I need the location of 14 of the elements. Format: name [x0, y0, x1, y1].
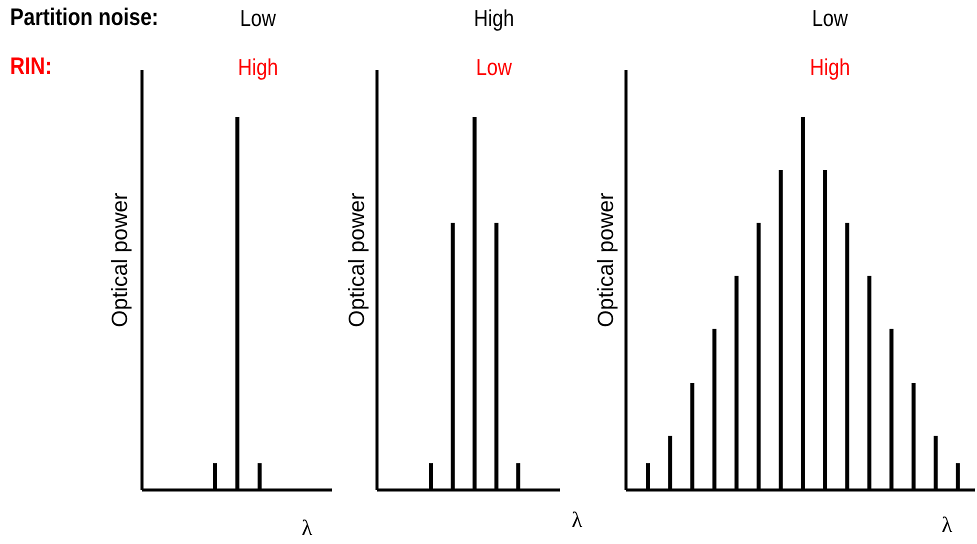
x-axis-title: λ [300, 514, 314, 542]
chart-title: High [472, 4, 516, 32]
chart-subtitle: High [808, 53, 852, 81]
x-axis-title: λ [570, 506, 584, 534]
chart-subtitle: Low [475, 53, 513, 81]
x-axis-title: λ [940, 511, 954, 539]
y-axis-title: Optical power [592, 192, 619, 330]
chart-title: Low [239, 4, 277, 32]
chart-title: Low [811, 4, 849, 32]
chart-subtitle: High [236, 53, 280, 81]
y-axis-title: Optical power [106, 192, 133, 330]
text: Partition noise: [10, 4, 158, 32]
text: RIN: [10, 53, 52, 81]
y-axis-title: Optical power [343, 192, 370, 330]
